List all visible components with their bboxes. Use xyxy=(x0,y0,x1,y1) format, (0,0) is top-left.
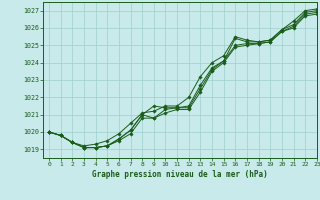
X-axis label: Graphe pression niveau de la mer (hPa): Graphe pression niveau de la mer (hPa) xyxy=(92,170,268,179)
